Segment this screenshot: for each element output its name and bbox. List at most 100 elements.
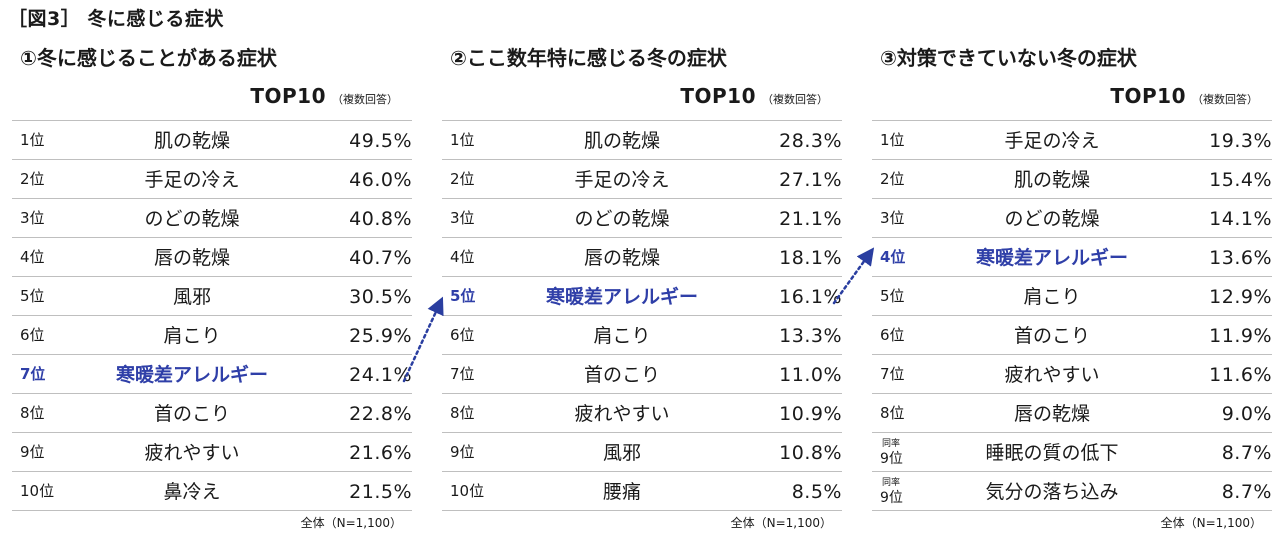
percent-value: 12.9% bbox=[1209, 286, 1272, 308]
top-heading: TOP10 bbox=[250, 84, 326, 108]
symptom-label: 鼻冷え bbox=[163, 481, 221, 503]
rank-cell: 4位 bbox=[20, 248, 45, 266]
symptom-label: 肌の乾燥 bbox=[153, 130, 230, 152]
percent-value: 40.8% bbox=[349, 208, 412, 230]
rank-cell: 8位 bbox=[450, 404, 475, 422]
rank-cell: 2位 bbox=[450, 170, 475, 188]
table-row: 2位 手足の冷え 46.0% bbox=[12, 160, 412, 199]
percent-value: 8.7% bbox=[1221, 442, 1272, 464]
rank-cell: 7位 bbox=[20, 365, 46, 383]
percent-value: 28.3% bbox=[779, 130, 842, 152]
figure-title: ［図3］ 冬に感じる症状 bbox=[8, 8, 224, 30]
sample-footnote: 全体（N=1,100） bbox=[730, 516, 832, 530]
table-row: 4位 唇の乾燥 18.1% bbox=[442, 238, 842, 277]
percent-value: 15.4% bbox=[1209, 169, 1272, 191]
table-row: 2位 手足の冷え 27.1% bbox=[442, 160, 842, 199]
percent-value: 49.5% bbox=[349, 130, 412, 152]
rank-cell: 4位 bbox=[450, 248, 475, 266]
rank-cell: 5位 bbox=[450, 287, 476, 305]
symptom-label: 肌の乾燥 bbox=[583, 130, 660, 152]
percent-value: 9.0% bbox=[1221, 403, 1272, 425]
table-row: 2位 肌の乾燥 15.4% bbox=[872, 160, 1272, 199]
rank-label: 9位 bbox=[880, 490, 903, 506]
percent-value: 13.6% bbox=[1209, 247, 1272, 269]
top-label: TOP10 （複数回答） bbox=[1110, 84, 1258, 108]
table-row: 7位 首のこり 11.0% bbox=[442, 355, 842, 394]
rank-cell: 同率 9位 bbox=[880, 472, 903, 510]
symptom-label: 疲れやすい bbox=[1004, 364, 1100, 386]
rank-cell: 9位 bbox=[20, 443, 45, 461]
tie-note: 同率 bbox=[882, 478, 901, 488]
answer-note: （複数回答） bbox=[762, 93, 828, 106]
symptom-label: 寒暖差アレルギー bbox=[115, 364, 268, 386]
symptom-label: 寒暖差アレルギー bbox=[975, 247, 1128, 269]
table-row: 8位 疲れやすい 10.9% bbox=[442, 394, 842, 433]
rank-cell: 3位 bbox=[880, 209, 905, 227]
rank-cell: 2位 bbox=[20, 170, 45, 188]
percent-value: 24.1% bbox=[349, 364, 412, 386]
symptom-label: 唇の乾燥 bbox=[153, 247, 230, 269]
tie-note: 同率 bbox=[882, 439, 901, 449]
top-heading: TOP10 bbox=[1110, 84, 1186, 108]
rank-cell: 1位 bbox=[450, 131, 475, 149]
rank-cell: 8位 bbox=[20, 404, 45, 422]
table-row: 5位 寒暖差アレルギー 16.1% bbox=[442, 277, 842, 316]
table-row: 5位 風邪 30.5% bbox=[12, 277, 412, 316]
table-row: 6位 首のこり 11.9% bbox=[872, 316, 1272, 355]
panel-title: ②ここ数年特に感じる冬の症状 bbox=[450, 46, 727, 70]
table-row: 4位 唇の乾燥 40.7% bbox=[12, 238, 412, 277]
percent-value: 19.3% bbox=[1209, 130, 1272, 152]
rank-cell: 同率 9位 bbox=[880, 433, 903, 471]
sample-footnote: 全体（N=1,100） bbox=[300, 516, 402, 530]
percent-value: 25.9% bbox=[349, 325, 412, 347]
percent-value: 14.1% bbox=[1209, 208, 1272, 230]
panel-title: ③対策できていない冬の症状 bbox=[880, 46, 1137, 70]
table-row: 5位 肩こり 12.9% bbox=[872, 277, 1272, 316]
top-label: TOP10 （複数回答） bbox=[250, 84, 398, 108]
symptom-label: 首のこり bbox=[1013, 325, 1090, 347]
symptom-label: 肩こり bbox=[163, 325, 221, 347]
rank-cell: 4位 bbox=[880, 248, 906, 266]
symptom-label: のどの乾燥 bbox=[144, 208, 240, 230]
table-row: 8位 唇の乾燥 9.0% bbox=[872, 394, 1272, 433]
ranking-table: 1位 手足の冷え 19.3% 2位 肌の乾燥 15.4% 3位 のどの乾燥 14.1% 4位 寒暖差… bbox=[872, 120, 1272, 511]
rank-cell: 10位 bbox=[450, 482, 485, 500]
percent-value: 16.1% bbox=[779, 286, 842, 308]
symptom-label: 疲れやすい bbox=[144, 442, 240, 464]
table-row: 8位 首のこり 22.8% bbox=[12, 394, 412, 433]
top-label: TOP10 （複数回答） bbox=[680, 84, 828, 108]
ranking-table: 1位 肌の乾燥 49.5% 2位 手足の冷え 46.0% 3位 のどの乾燥 40.8% 4位 唇の乾… bbox=[12, 120, 412, 511]
table-row: 6位 肩こり 13.3% bbox=[442, 316, 842, 355]
answer-note: （複数回答） bbox=[332, 93, 398, 106]
table-row: 同率 9位 睡眠の質の低下 8.7% bbox=[872, 433, 1272, 472]
symptom-label: 手足の冷え bbox=[574, 169, 670, 191]
rank-cell: 6位 bbox=[880, 326, 905, 344]
percent-value: 21.1% bbox=[779, 208, 842, 230]
symptom-label: のどの乾燥 bbox=[1004, 208, 1100, 230]
symptom-label: 気分の落ち込み bbox=[985, 481, 1119, 503]
table-row: 6位 肩こり 25.9% bbox=[12, 316, 412, 355]
table-row: 同率 9位 気分の落ち込み 8.7% bbox=[872, 472, 1272, 511]
symptom-label: 寒暖差アレルギー bbox=[545, 286, 698, 308]
panel-title: ①冬に感じることがある症状 bbox=[20, 46, 277, 70]
symptom-label: 睡眠の質の低下 bbox=[985, 442, 1119, 464]
percent-value: 8.5% bbox=[791, 481, 842, 503]
symptom-label: 風邪 bbox=[172, 286, 211, 308]
percent-value: 10.8% bbox=[779, 442, 842, 464]
symptom-label: 肌の乾燥 bbox=[1013, 169, 1090, 191]
symptom-label: 腰痛 bbox=[602, 481, 641, 503]
rank-cell: 6位 bbox=[450, 326, 475, 344]
percent-value: 46.0% bbox=[349, 169, 412, 191]
symptom-label: 疲れやすい bbox=[574, 403, 670, 425]
symptom-label: 唇の乾燥 bbox=[583, 247, 660, 269]
sample-footnote: 全体（N=1,100） bbox=[1160, 516, 1262, 530]
symptom-label: 肩こり bbox=[1023, 286, 1081, 308]
table-row: 4位 寒暖差アレルギー 13.6% bbox=[872, 238, 1272, 277]
table-row: 9位 疲れやすい 21.6% bbox=[12, 433, 412, 472]
symptom-label: 肩こり bbox=[593, 325, 651, 347]
percent-value: 11.6% bbox=[1209, 364, 1272, 386]
symptom-label: 手足の冷え bbox=[1004, 130, 1100, 152]
arrow-panel2-to-panel3 bbox=[832, 247, 875, 305]
percent-value: 30.5% bbox=[349, 286, 412, 308]
